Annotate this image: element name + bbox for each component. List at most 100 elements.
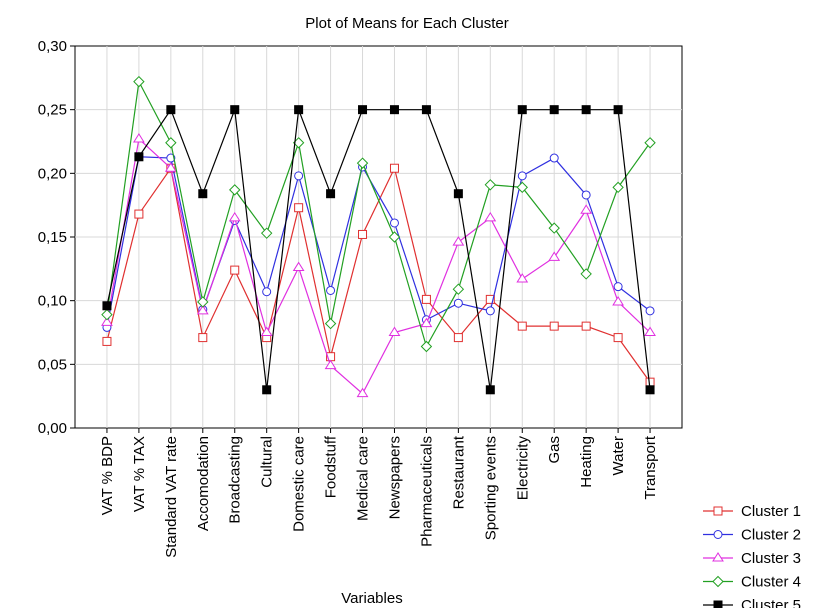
data-point [389, 105, 399, 115]
data-point [613, 282, 623, 292]
data-point [613, 105, 623, 115]
x-tick-label: VAT % BDP [99, 436, 116, 515]
x-tick-label: Water [610, 436, 627, 475]
x-tick-label: Domestic care [291, 436, 308, 532]
x-tick-label: Pharmaceuticals [418, 436, 435, 547]
data-point [326, 285, 336, 295]
data-point [581, 190, 591, 200]
y-tick-label: 0,15 [38, 229, 67, 246]
y-tick-label: 0,00 [38, 420, 67, 437]
y-tick-label: 0,30 [38, 38, 67, 55]
data-point [101, 316, 113, 326]
data-point [580, 268, 592, 280]
x-tick-label: Restaurant [450, 435, 467, 509]
data-point [644, 137, 656, 149]
data-point [389, 218, 399, 228]
data-point [326, 189, 336, 199]
data-point [712, 552, 724, 562]
data-point [485, 385, 495, 395]
data-point [356, 157, 369, 169]
x-axis-title: Variables [341, 590, 402, 607]
data-point [134, 152, 144, 162]
data-point [260, 326, 273, 336]
legend-item-3: Cluster 3 [703, 550, 801, 567]
legend-label: Cluster 3 [741, 550, 801, 567]
data-point [453, 333, 463, 343]
x-tick-label: Standard VAT rate [163, 436, 180, 558]
legend-label: Cluster 1 [741, 503, 801, 520]
legend-label: Cluster 2 [741, 527, 801, 544]
legend-item-4: Cluster 4 [703, 574, 801, 591]
data-point [581, 105, 591, 115]
data-point [452, 283, 465, 295]
data-point [294, 171, 304, 181]
data-point [517, 321, 527, 331]
series-layer [101, 75, 656, 398]
data-point [133, 75, 145, 88]
data-point [452, 236, 465, 246]
data-point [612, 181, 624, 194]
legend-item-5: Cluster 5 [703, 597, 801, 608]
legend-label: Cluster 5 [741, 597, 801, 608]
series-3 [101, 133, 656, 398]
data-point [645, 385, 655, 395]
data-point [230, 105, 240, 115]
data-point [102, 336, 112, 346]
y-axis: 0,00 0,05 0,10 0,15 0,20 0,25 0,30 [38, 38, 75, 437]
data-point [421, 105, 431, 115]
data-point [134, 209, 144, 219]
data-point [548, 222, 560, 234]
data-point [196, 304, 209, 315]
data-point [581, 321, 591, 331]
x-axis: VAT % BDP VAT % TAX Standard VAT rate Accom… [99, 428, 659, 558]
series-line [106, 137, 651, 395]
data-point [262, 287, 272, 297]
data-point [356, 387, 369, 398]
legend-item-2: Cluster 2 [703, 527, 801, 544]
data-point [166, 153, 176, 163]
y-tick-label: 0,25 [38, 102, 67, 119]
data-point [230, 265, 240, 275]
x-tick-label: Sporting events [482, 436, 499, 540]
data-point [294, 105, 304, 115]
data-point [324, 317, 337, 330]
data-point [388, 326, 401, 336]
series-5 [102, 105, 655, 395]
data-point [580, 204, 593, 214]
legend: Cluster 1 Cluster 2 Cluster 3 Cluster 4 Clus… [703, 503, 801, 608]
x-tick-label: Heating [578, 436, 595, 488]
y-tick-label: 0,10 [38, 293, 67, 310]
series-line [106, 108, 651, 390]
y-tick-label: 0,20 [38, 165, 67, 182]
data-point [262, 385, 272, 395]
data-point [101, 308, 113, 321]
data-point [292, 261, 305, 272]
x-tick-label: Transport [642, 435, 659, 499]
data-point [644, 326, 656, 336]
data-point [453, 189, 463, 199]
x-tick-label: Foodstuff [323, 435, 340, 498]
data-point [389, 163, 399, 173]
series-line [106, 156, 651, 328]
data-point [517, 105, 527, 115]
x-tick-label: Cultural [259, 436, 276, 488]
data-point [516, 273, 529, 283]
data-point [388, 231, 401, 243]
y-tick-label: 0,05 [38, 356, 67, 373]
data-point [713, 600, 723, 608]
data-point [197, 296, 209, 308]
x-tick-label: Medical care [355, 436, 372, 521]
data-point [166, 105, 176, 115]
data-point [198, 333, 208, 343]
data-point [484, 211, 497, 222]
chart-title: Plot of Means for Each Cluster [305, 15, 508, 32]
data-point [612, 295, 625, 306]
x-tick-label: Accomodation [195, 436, 212, 531]
data-point [421, 294, 431, 304]
data-point [712, 575, 724, 588]
x-tick-label: Gas [546, 436, 563, 464]
series-line [106, 79, 651, 349]
data-point [324, 359, 337, 370]
legend-label: Cluster 4 [741, 574, 801, 591]
